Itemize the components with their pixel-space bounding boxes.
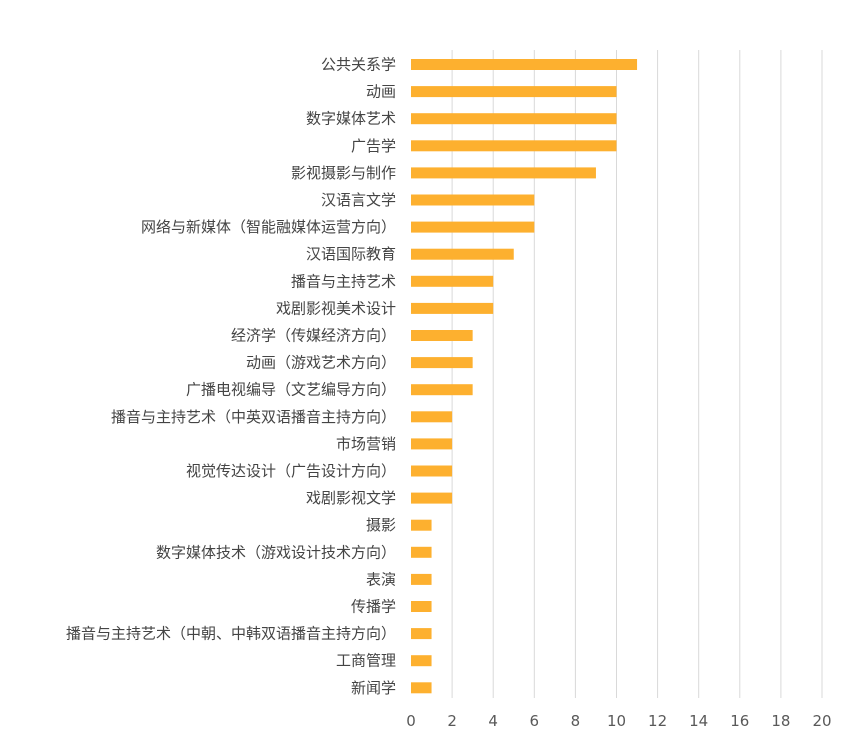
x-tick-label: 14 [689, 712, 708, 730]
category-label: 动画 [366, 83, 396, 101]
category-label: 播音与主持艺术（中朝、中韩双语播音主持方向） [66, 625, 396, 643]
category-label: 影视摄影与制作 [291, 164, 396, 182]
category-label: 网络与新媒体（智能融媒体运营方向） [141, 218, 396, 236]
category-label: 表演 [366, 570, 396, 588]
bar [411, 546, 432, 558]
bar [411, 573, 432, 585]
bar [411, 330, 473, 341]
bar [411, 221, 535, 233]
category-label: 传播学 [351, 598, 396, 616]
category-label: 戏剧影视美术设计 [276, 299, 396, 317]
category-label: 广播电视编导（文艺编导方向） [186, 381, 396, 399]
bar [411, 275, 494, 287]
bar [411, 248, 514, 260]
category-label: 工商管理 [336, 652, 396, 670]
x-tick-label: 18 [771, 712, 790, 730]
bar [411, 628, 432, 640]
category-label: 广告学 [351, 137, 396, 155]
category-label: 经济学（传媒经济方向） [231, 327, 396, 345]
category-label: 播音与主持艺术 [291, 272, 396, 290]
x-tick-label: 16 [730, 712, 749, 730]
bar [411, 465, 453, 477]
x-tick-label: 20 [812, 712, 831, 730]
category-labels: 公共关系学动画数字媒体艺术广告学影视摄影与制作汉语言文学网络与新媒体（智能融媒体… [66, 56, 396, 697]
gridlines [451, 50, 823, 698]
category-label: 数字媒体技术（游戏设计技术方向） [156, 543, 396, 561]
x-tick-label: 12 [648, 712, 667, 730]
bar [411, 682, 432, 694]
x-tick-label: 6 [530, 712, 540, 730]
bar [411, 384, 473, 396]
x-axis-tick-labels: 0 2 4 6 8 10 12 14 16 18 20 [406, 712, 831, 730]
bar [411, 113, 617, 125]
category-label: 摄影 [366, 516, 396, 534]
category-label: 汉语国际教育 [306, 245, 396, 263]
bar [411, 438, 453, 450]
bar [411, 302, 494, 314]
category-label: 公共关系学 [321, 56, 396, 74]
bar [411, 519, 432, 531]
bar [411, 601, 432, 612]
category-label: 动画（游戏艺术方向） [246, 354, 396, 372]
category-label: 新闻学 [351, 679, 396, 697]
category-label: 数字媒体艺术 [306, 110, 396, 128]
category-label: 播音与主持艺术（中英双语播音主持方向） [111, 408, 396, 426]
bar [411, 357, 473, 369]
x-tick-label: 2 [447, 712, 457, 730]
bar [411, 492, 453, 504]
bar [411, 59, 638, 70]
category-label: 汉语言文学 [321, 191, 396, 209]
x-tick-label: 8 [571, 712, 581, 730]
category-label: 视觉传达设计（广告设计方向） [186, 462, 396, 480]
bar [411, 655, 432, 667]
bar [411, 411, 453, 423]
category-label: 市场营销 [336, 435, 396, 453]
bars [411, 59, 638, 694]
x-tick-label: 10 [607, 712, 626, 730]
x-tick-label: 4 [488, 712, 498, 730]
bar [411, 86, 617, 98]
bar [411, 194, 535, 206]
bar [411, 140, 617, 152]
x-tick-label: 0 [406, 712, 416, 730]
category-label: 戏剧影视文学 [306, 489, 396, 507]
bar [411, 167, 596, 179]
